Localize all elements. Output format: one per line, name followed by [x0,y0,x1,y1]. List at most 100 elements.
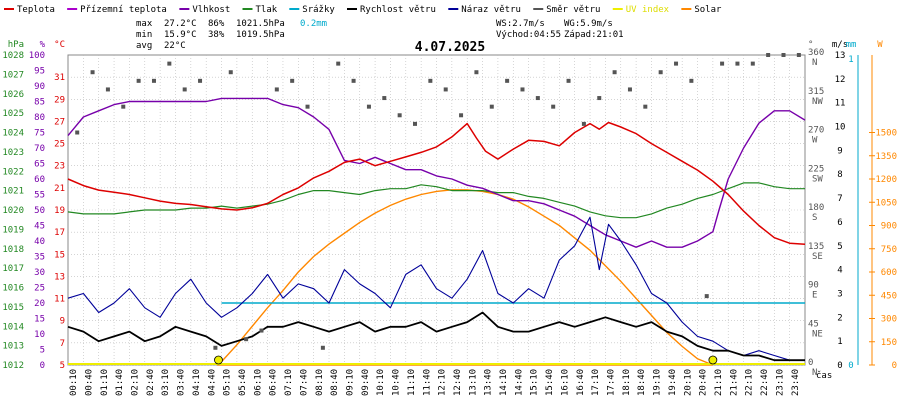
wind-dir-point [198,78,203,83]
x-tick-label: 00:10 [69,369,79,396]
tick-humidity: 75 [34,129,45,139]
tick-humidity: 85 [34,98,45,108]
tick-humidity: 70 [34,144,45,154]
wind-dir-point [90,70,95,75]
x-tick-label: 04:10 [192,369,202,396]
x-tick-label: 17:40 [607,369,617,396]
x-tick-label: 17:10 [591,369,601,396]
tick-wind-dir-name: SW [812,174,823,184]
tick-pressure: 1017 [2,264,24,274]
x-tick-label: 23:40 [791,369,801,396]
x-tick-label: 05:10 [223,369,233,396]
tick-wind-dir-name: N [812,58,817,68]
wind-dir-point [213,345,218,350]
tick-solar: 300 [881,315,897,325]
stat-avg-temp: 22°C [164,41,186,51]
tick-temperature: 19 [54,206,65,216]
tick-temperature: 29 [54,95,65,105]
x-tick-label: 19:40 [668,369,678,396]
legend-entry-1: Přízemní teplota [80,5,167,15]
tick-solar: 1500 [875,129,897,139]
x-tick-label: 21:40 [729,369,739,396]
wind-dir-point [443,87,448,92]
tick-precip: 0 [848,361,853,371]
tick-solar: 450 [881,291,897,301]
wind-dir-point [428,78,433,83]
tick-wind-speed: 5 [837,242,842,252]
tick-temperature: 15 [54,250,65,260]
x-tick-label: 12:40 [453,369,463,396]
stat-min-temp: 15.9°C [164,30,197,40]
tick-wind-dir-name: N [812,368,817,378]
wind-dir-point [397,113,402,118]
stat-min-press: 1019.5hPa [236,30,285,40]
x-tick-label: 01:10 [100,369,110,396]
tick-wind-dir-name: S [812,213,817,223]
tick-wind-dir: 270 [808,126,824,136]
tick-temperature: 9 [60,317,65,327]
tick-temperature: 31 [54,73,65,83]
right-axes: °0N45NE90E135SE180S225SW270W315NW360Nm/s… [808,40,897,378]
wind-dir-point [735,61,740,66]
tick-wind-speed: 11 [835,99,846,109]
tick-humidity: 65 [34,160,45,170]
stats-block: max 27.2°C 86% 1021.5hPa 0.2mm min 15.9°… [136,19,624,51]
legend-entry-5: Rychlost větru [360,5,436,15]
wind-dir-point [658,70,663,75]
tick-pressure: 1025 [2,109,24,119]
tick-wind-dir: 180 [808,203,824,213]
tick-wind-speed: 10 [835,123,846,133]
tick-pressure: 1012 [2,361,24,371]
wind-dir-point [551,104,556,109]
tick-wind-dir: 90 [808,281,819,291]
legend-entry-9: Solar [694,5,722,15]
stat-ws: WS:2.7m/s [496,19,545,29]
axis-label-humidity: % [40,40,46,50]
wind-dir-point [474,70,479,75]
tick-pressure: 1026 [2,90,24,100]
x-tick-label: 21:10 [714,369,724,396]
tick-pressure: 1027 [2,70,24,80]
tick-wind-speed: 4 [837,266,842,276]
series-temperature [67,121,806,246]
tick-temperature: 7 [60,339,65,349]
x-tick-label: 12:10 [438,369,448,396]
stat-avg-label: avg [136,41,152,51]
tick-solar: 600 [881,268,897,278]
tick-humidity: 100 [29,51,45,61]
tick-temperature: 25 [54,140,65,150]
x-axis: 00:10 00:40 01:10 01:40 02:10 02:40 03:10 03:40… [69,369,832,396]
uv-marker-0 [214,355,223,365]
axis-label-wind-dir: ° [808,40,813,50]
tick-pressure: 1014 [2,322,24,332]
wind-dir-point [366,104,371,109]
x-tick-label: 09:10 [345,369,355,396]
tick-solar: 900 [881,222,897,232]
legend: Teplota Přízemní teplota Vlhkost Tlak Srážky… [4,5,722,15]
x-tick-label: 23:10 [775,369,785,396]
wind-direction-layer [75,53,801,350]
wind-dir-point [382,96,387,101]
uv-marker-1 [708,355,718,365]
series-pressure [67,182,805,219]
x-tick-label: 08:10 [315,369,325,396]
tick-humidity: 30 [34,268,45,278]
tick-wind-dir: 225 [808,164,824,174]
series-humidity [67,97,806,248]
tick-wind-speed: 3 [837,289,842,299]
tick-pressure: 1021 [2,187,24,197]
legend-entry-2: Vlhkost [192,5,230,15]
wind-dir-point [459,113,464,118]
tick-wind-dir-name: NE [812,329,823,339]
wind-dir-point [720,61,725,66]
tick-wind-speed: 13 [835,51,846,61]
stat-sunset: Západ:21:01 [564,30,624,40]
x-tick-label: 18:10 [622,369,632,396]
stat-max-label: max [136,19,153,29]
tick-pressure: 1016 [2,284,24,294]
legend-entry-4: Srážky [302,5,335,15]
tick-wind-speed: 7 [837,194,842,204]
tick-wind-speed: 2 [837,313,842,323]
